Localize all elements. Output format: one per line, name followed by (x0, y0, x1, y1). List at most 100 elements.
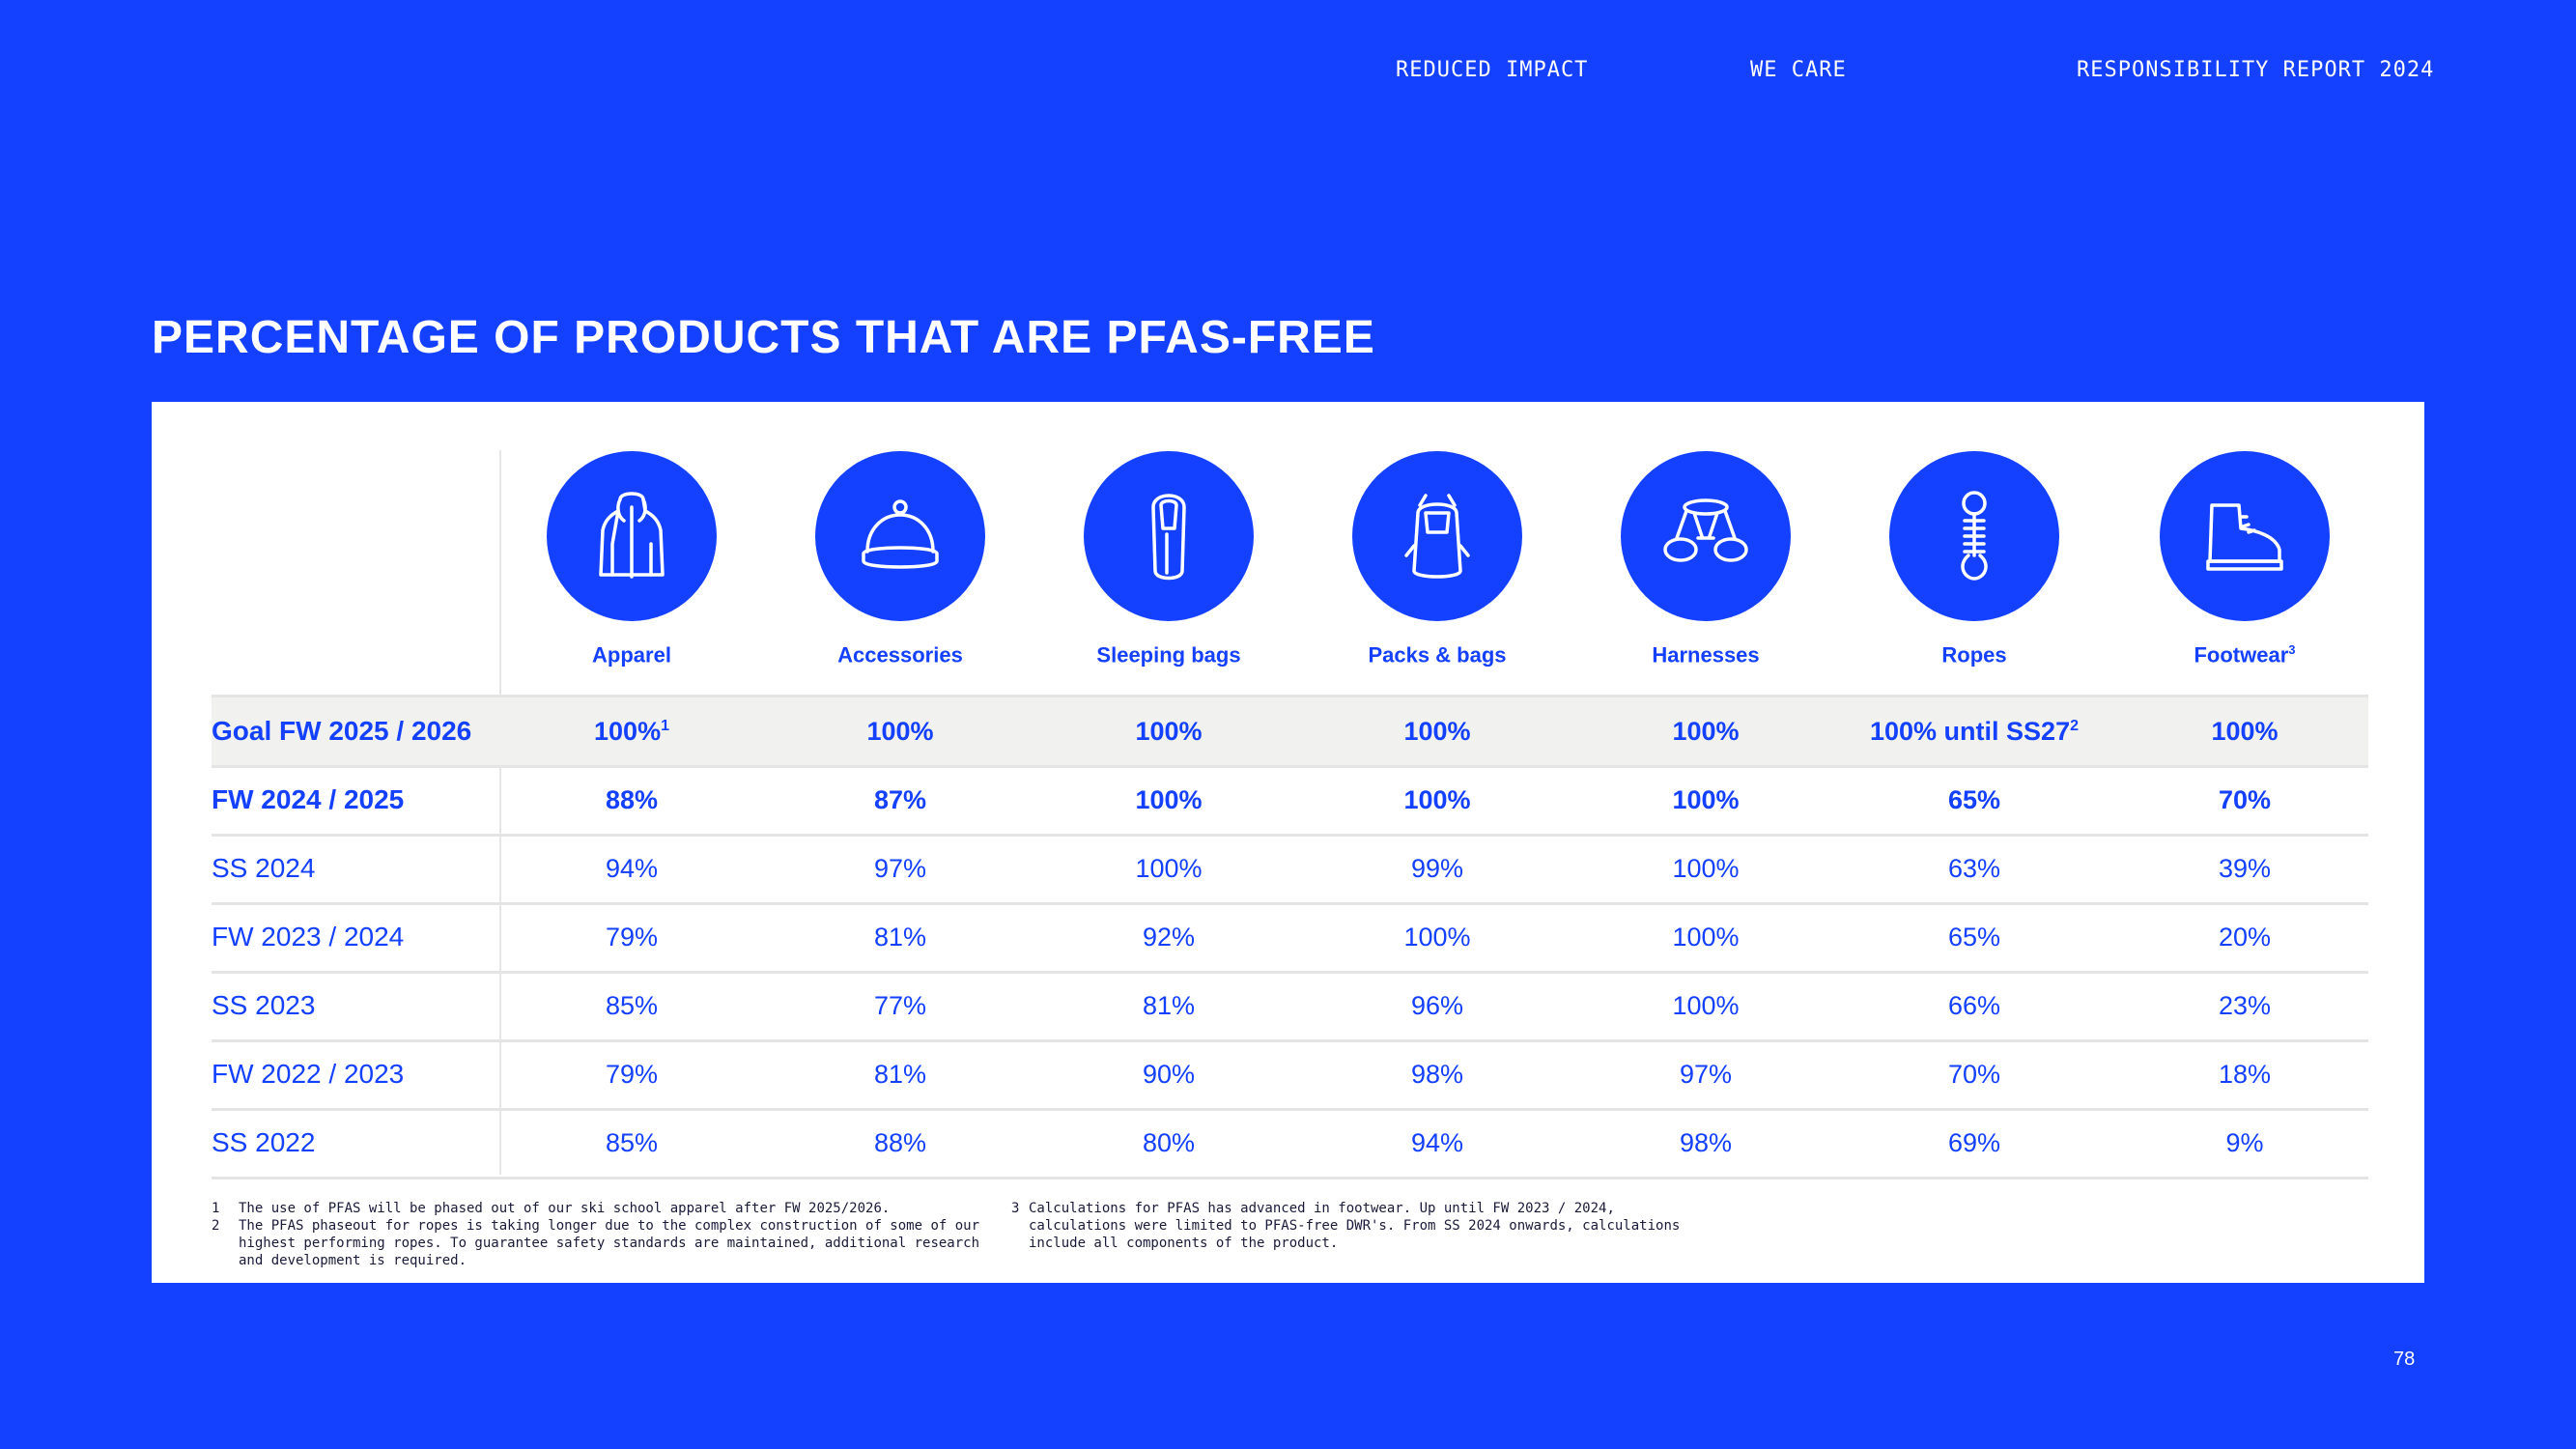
table-cell: 69% (1947, 1128, 2001, 1157)
table-cell: 63% (1947, 854, 2001, 883)
table-cell: 100% (1403, 717, 1471, 746)
table-cell: 98% (1410, 1060, 1464, 1089)
table-cell: 100% (1672, 854, 1740, 883)
footnote: 1 The use of PFAS will be phased out of o… (212, 1201, 891, 1216)
table-cell: 87% (873, 785, 927, 814)
row-label: SS 2024 (212, 853, 316, 883)
footnotes-left: 1 The use of PFAS will be phased out of o… (212, 1200, 984, 1269)
table-cell: 100% (1403, 785, 1471, 814)
table-cell: 100% until SS272 (1870, 717, 2079, 746)
table-cell: 97% (873, 854, 927, 883)
table-cell: 100%1 (594, 717, 669, 746)
table-cell: 65% (1947, 785, 2001, 814)
table-cell: 100% (2211, 717, 2279, 746)
column-label: Footwear3 (2194, 642, 2296, 668)
column-label: Accessories (837, 642, 963, 668)
column-label: Sleeping bags (1096, 642, 1241, 668)
column-label: Harnesses (1652, 642, 1760, 668)
table-cell: 80% (1142, 1128, 1196, 1157)
nav-responsibility-report[interactable]: RESPONSIBILITY REPORT 2024 (2077, 58, 2435, 82)
boot-icon (2206, 503, 2283, 571)
row-label: SS 2023 (212, 990, 316, 1020)
table-cell: 100% (1135, 785, 1203, 814)
row-label: FW 2024 / 2025 (212, 784, 405, 814)
column-header-sleeping-bags: Sleeping bags (1072, 451, 1265, 668)
table-cell: 100% (1135, 717, 1203, 746)
column-header-apparel: Apparel (535, 451, 728, 668)
table-cell: 65% (1947, 923, 2001, 952)
footnote: 3 Calculations for PFAS has advanced in f… (1011, 1201, 1681, 1251)
table-cell: 18% (2218, 1060, 2272, 1089)
sleeping-bag-icon-circle (1084, 451, 1254, 621)
column-label: Ropes (1941, 642, 2007, 668)
backpack-icon-circle (1352, 451, 1522, 621)
row-label: FW 2023 / 2024 (212, 922, 405, 952)
column-label: Packs & bags (1368, 642, 1507, 668)
table-row: SS 2022 85% 88% 80% 94% 98% 69% 9% (212, 1109, 2368, 1179)
boot-icon-circle (2160, 451, 2330, 621)
table-cell: 100% (1672, 785, 1740, 814)
table-cell: 88% (605, 785, 659, 814)
table-cell: 23% (2218, 991, 2272, 1020)
table-cell: 100% (1403, 923, 1471, 952)
table-cell: 100% (1672, 991, 1740, 1020)
nav-we-care[interactable]: WE CARE (1750, 58, 1847, 82)
column-divider (499, 450, 501, 1175)
table-cell: 77% (873, 991, 927, 1020)
nav-reduced-impact[interactable]: REDUCED IMPACT (1396, 58, 1589, 82)
table-cell: 81% (1142, 991, 1196, 1020)
table-row: SS 2024 94% 97% 100% 99% 100% 63% 39% (212, 835, 2368, 905)
column-header-ropes: Ropes (1878, 451, 2071, 668)
table-cell: 79% (605, 1060, 659, 1089)
table-cell: 98% (1679, 1128, 1733, 1157)
table-cell: 97% (1679, 1060, 1733, 1089)
table-cell: 70% (2218, 785, 2272, 814)
table-cell: 70% (1947, 1060, 2001, 1089)
row-label: FW 2022 / 2023 (212, 1059, 405, 1089)
table-row: SS 2023 85% 77% 81% 96% 100% 66% 23% (212, 972, 2368, 1042)
rope-icon (1961, 491, 1988, 581)
page-title: PERCENTAGE OF PRODUCTS THAT ARE PFAS-FRE… (152, 312, 1375, 363)
table-cell: 92% (1142, 923, 1196, 952)
table-cell: 90% (1142, 1060, 1196, 1089)
table-cell: 99% (1410, 854, 1464, 883)
rope-icon-circle (1889, 451, 2059, 621)
table-cell: 100% (1672, 717, 1740, 746)
row-label: SS 2022 (212, 1127, 316, 1157)
table-cell: 79% (605, 923, 659, 952)
harness-icon-circle (1621, 451, 1791, 621)
table-cell: 85% (605, 1128, 659, 1157)
beanie-icon (862, 499, 939, 569)
harness-icon (1663, 498, 1748, 562)
row-label: Goal FW 2025 / 2026 (212, 716, 472, 746)
table-cell: 66% (1947, 991, 2001, 1020)
table-cell: 81% (873, 1060, 927, 1089)
table-cell: 85% (605, 991, 659, 1020)
table-cell: 100% (866, 717, 934, 746)
table-cell: 39% (2218, 854, 2272, 883)
table-cell: 94% (1410, 1128, 1464, 1157)
jacket-icon (599, 492, 665, 579)
footnote: 2 The PFAS phaseout for ropes is taking l… (212, 1218, 980, 1268)
sleeping-bag-icon (1151, 494, 1186, 581)
pfas-table-card: Apparel Accessories Sleeping bags (152, 402, 2424, 1283)
table-row: FW 2024 / 2025 88% 87% 100% 100% 100% 65% 70% (212, 766, 2368, 837)
table-cell: 100% (1135, 854, 1203, 883)
column-header-footwear: Footwear3 (2148, 451, 2341, 668)
table-cell: 96% (1410, 991, 1464, 1020)
table-cell: 81% (873, 923, 927, 952)
table-row: Goal FW 2025 / 2026 100%1 100% 100% 100% 100%… (212, 695, 2368, 768)
column-header-packs-bags: Packs & bags (1341, 451, 1534, 668)
footnotes-right: 3 Calculations for PFAS has advanced in f… (1011, 1200, 1687, 1252)
table-cell: 88% (873, 1128, 927, 1157)
column-header-accessories: Accessories (804, 451, 997, 668)
table-row: FW 2023 / 2024 79% 81% 92% 100% 100% 65% 20% (212, 903, 2368, 974)
column-header-harnesses: Harnesses (1609, 451, 1802, 668)
table-cell: 20% (2218, 923, 2272, 952)
backpack-icon (1404, 494, 1470, 579)
table-cell: 9% (2225, 1128, 2264, 1157)
column-label: Apparel (592, 642, 671, 668)
jacket-icon-circle (547, 451, 717, 621)
page-number: 78 (2393, 1349, 2416, 1370)
table-row: FW 2022 / 2023 79% 81% 90% 98% 97% 70% 18% (212, 1040, 2368, 1111)
